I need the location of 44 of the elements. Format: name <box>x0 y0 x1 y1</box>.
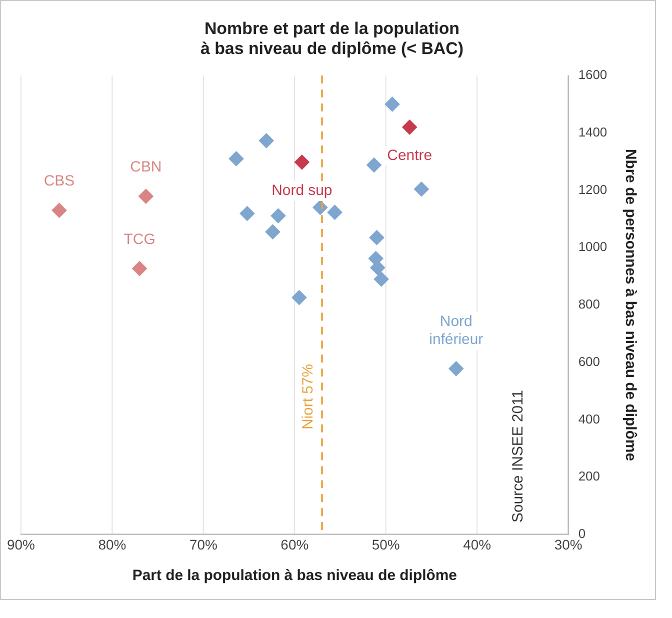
point <box>52 202 67 218</box>
point <box>132 261 148 276</box>
point <box>327 204 342 220</box>
y-tick-label: 1200 <box>578 182 608 197</box>
y-axis-title: Nbre de personnes à bas niveau de diplôme <box>622 148 639 462</box>
point <box>448 361 464 376</box>
point <box>270 208 286 224</box>
x-axis-title: Part de la population à bas niveau de diplôme <box>132 567 457 584</box>
point <box>384 96 400 112</box>
point <box>294 154 310 170</box>
x-tick-label: 70% <box>189 536 218 553</box>
point <box>369 230 384 246</box>
point <box>402 120 418 135</box>
x-tick-label: 40% <box>463 536 492 553</box>
y-tick-label: 1000 <box>578 239 608 254</box>
ref-line-label: Niort 57% <box>300 364 317 430</box>
y-tick-label: 1600 <box>578 67 608 82</box>
y-tick-label: 200 <box>578 468 600 484</box>
point <box>414 182 429 197</box>
point <box>138 188 154 204</box>
point <box>366 158 382 173</box>
annotation: Nord sup <box>272 182 332 200</box>
point <box>374 272 389 287</box>
annotation: CBS <box>44 172 75 190</box>
chart-title: Nombre et part de la population à bas niveau de diplôme (< BAC) <box>200 18 464 58</box>
point <box>370 260 386 276</box>
point <box>292 290 307 306</box>
point <box>265 224 280 240</box>
x-tick-label: 90% <box>6 536 35 553</box>
y-tick-label: 600 <box>578 354 600 369</box>
annotation: CBN <box>130 158 162 176</box>
y-tick-label: 400 <box>578 411 600 426</box>
annotation: Nord inférieur <box>429 312 484 348</box>
point <box>258 133 274 148</box>
annotation: TCG <box>124 230 156 248</box>
point <box>240 206 255 221</box>
point <box>228 151 244 166</box>
annotation: Centre <box>387 147 432 164</box>
x-tick-label: 60% <box>280 536 309 553</box>
x-tick-label: 80% <box>98 536 126 553</box>
annotation: Source INSEE 2011 <box>510 390 527 522</box>
y-tick-label: 800 <box>578 296 600 312</box>
y-tick-label: 1400 <box>578 124 608 140</box>
x-tick-label: 50% <box>372 536 400 553</box>
